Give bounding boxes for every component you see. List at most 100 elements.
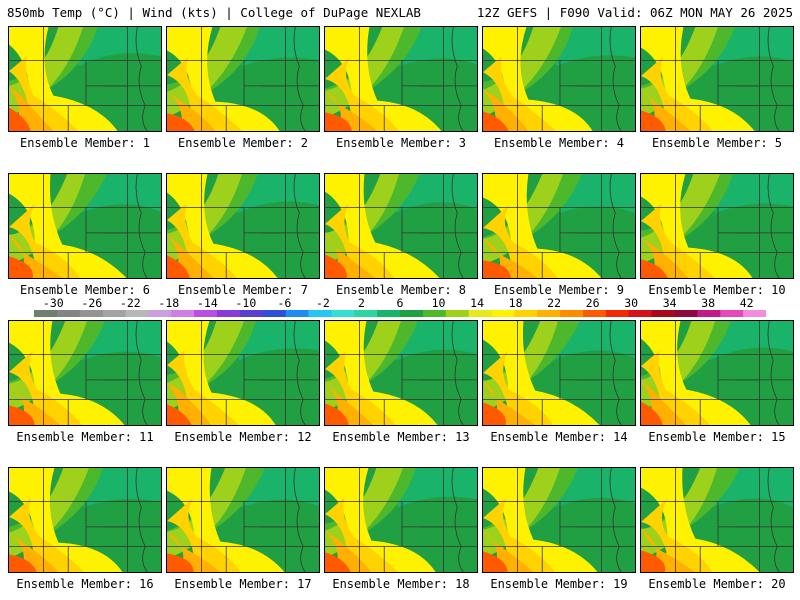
ensemble-map-panel	[482, 26, 636, 132]
river-line	[767, 174, 780, 278]
temperature-field-map	[325, 174, 477, 278]
temperature-contour-fill	[9, 203, 81, 278]
ensemble-member-label: Ensemble Member: 9	[493, 283, 625, 297]
temperature-contour-fill	[167, 91, 216, 131]
temperature-contour-fill	[483, 402, 507, 425]
ensemble-map-panel	[640, 320, 794, 426]
ensemble-member-label: Ensemble Member: 7	[177, 283, 309, 297]
colorbar-tick-label: 14	[470, 296, 485, 310]
ensemble-map-panel	[640, 26, 794, 132]
temperature-contour-fill	[483, 89, 529, 131]
colorbar-swatch	[720, 310, 744, 317]
colorbar-swatch	[422, 310, 447, 317]
temperature-contour-fill	[483, 203, 559, 278]
chart-title: 850mb Temp (°C) | Wind (kts) | College o…	[7, 5, 421, 20]
ensemble-map-panel	[324, 467, 478, 573]
temperature-contour-fill	[167, 350, 240, 425]
colorbar-swatch	[331, 310, 355, 317]
river-line	[767, 321, 780, 425]
ensemble-member-label: Ensemble Member: 3	[335, 136, 467, 150]
temperature-contour-fill	[325, 203, 395, 278]
temperature-contour-fill	[167, 382, 212, 425]
temperature-contour-fill	[325, 403, 349, 425]
ensemble-map-panel	[324, 173, 478, 279]
ensemble-map-panel	[166, 173, 320, 279]
colorbar-swatch	[377, 310, 401, 317]
ensemble-member-label: Ensemble Member: 17	[174, 577, 312, 591]
colorbar-swatch	[262, 310, 287, 317]
ensemble-member-label: Ensemble Member: 20	[648, 577, 786, 591]
temperature-contour-fill	[9, 383, 61, 425]
river-line	[293, 468, 306, 572]
temperature-colorbar	[34, 310, 766, 317]
temperature-contour-fill	[483, 238, 538, 278]
temperature-contour-fill	[483, 529, 534, 572]
temperature-field-map	[641, 321, 793, 425]
colorbar-swatch	[514, 310, 538, 317]
ensemble-map-panel	[8, 320, 162, 426]
temperature-field-map	[167, 321, 319, 425]
colorbar-swatch	[239, 310, 264, 317]
temperature-field-map	[9, 174, 161, 278]
ensemble-member-label: Ensemble Member: 13	[332, 430, 470, 444]
temperature-contour-fill	[325, 90, 378, 131]
temperature-contour-fill	[325, 381, 374, 425]
temperature-contour-fill	[9, 405, 35, 425]
temperature-field-map	[483, 468, 635, 572]
river-line	[451, 468, 464, 572]
colorbar-swatch	[34, 310, 58, 317]
temperature-field-map	[9, 27, 161, 131]
temperature-contour-fill	[483, 350, 554, 425]
colorbar-swatch	[354, 310, 378, 317]
temperature-contour-fill	[641, 497, 713, 572]
temperature-field-map	[641, 174, 793, 278]
ensemble-member-label: Ensemble Member: 1	[19, 136, 151, 150]
river-line	[293, 174, 306, 278]
temperature-contour-fill	[9, 532, 59, 572]
ensemble-member-label: Ensemble Member: 18	[332, 577, 470, 591]
colorbar-swatch	[651, 310, 676, 317]
temperature-field-map	[167, 27, 319, 131]
ensemble-member-label: Ensemble Member: 14	[490, 430, 628, 444]
temperature-contour-fill	[483, 111, 509, 131]
temperature-contour-fill	[9, 497, 85, 572]
river-line	[451, 321, 464, 425]
river-line	[135, 468, 148, 572]
temperature-contour-fill	[9, 350, 83, 425]
ensemble-map-panel	[640, 467, 794, 573]
temperature-contour-fill	[9, 554, 37, 572]
temperature-contour-fill	[9, 107, 31, 131]
temperature-field-map	[483, 27, 635, 131]
temperature-contour-fill	[641, 237, 689, 278]
temperature-contour-fill	[483, 56, 557, 131]
ensemble-map-panel	[8, 26, 162, 132]
colorbar-svg	[34, 310, 766, 317]
temperature-contour-fill	[167, 497, 242, 572]
colorbar-swatch	[125, 310, 149, 317]
colorbar-swatch	[697, 310, 721, 317]
temperature-contour-fill	[9, 56, 79, 131]
temperature-contour-fill	[641, 203, 716, 278]
colorbar-swatch	[285, 310, 310, 317]
temperature-contour-fill	[9, 234, 63, 278]
colorbar-tick-label: 38	[701, 296, 716, 310]
ensemble-member-label: Ensemble Member: 6	[19, 283, 151, 297]
ensemble-member-label: Ensemble Member: 11	[16, 430, 154, 444]
temperature-contour-fill	[641, 88, 691, 131]
colorbar-swatch	[308, 310, 332, 317]
ensemble-map-panel	[324, 320, 478, 426]
temperature-contour-fill	[641, 550, 666, 572]
river-line	[609, 174, 622, 278]
ensemble-map-panel	[166, 320, 320, 426]
temperature-contour-fill	[167, 56, 243, 131]
temperature-contour-fill	[167, 404, 192, 425]
ensemble-member-label: Ensemble Member: 15	[648, 430, 786, 444]
river-line	[451, 174, 464, 278]
colorbar-tick-label: 30	[624, 296, 639, 310]
colorbar-tick-label: 6	[396, 296, 404, 310]
ensemble-member-label: Ensemble Member: 4	[493, 136, 625, 150]
colorbar-swatch	[537, 310, 561, 317]
colorbar-tick-label: -18	[158, 296, 180, 310]
temperature-contour-fill	[167, 553, 194, 572]
colorbar-tick-label: 10	[431, 296, 446, 310]
